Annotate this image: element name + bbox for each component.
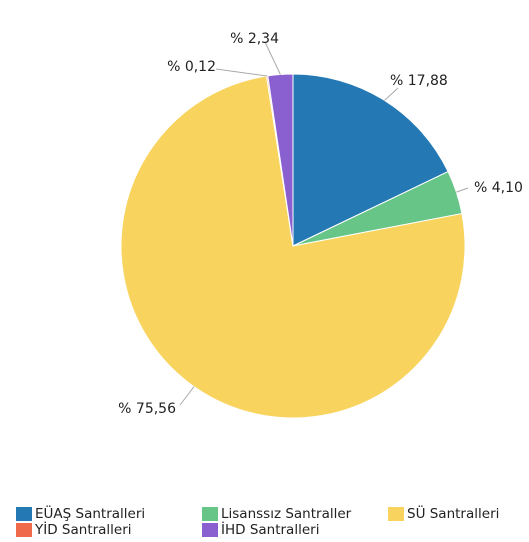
legend-swatch-su — [388, 507, 404, 521]
pie-slice-2[interactable] — [120, 75, 466, 419]
legend-label-ihd: İHD Santralleri — [221, 522, 320, 538]
legend-item-euas[interactable]: EÜAŞ Santralleri — [16, 506, 145, 522]
legend-item-ihd[interactable]: İHD Santralleri — [202, 522, 319, 538]
leader-line-2 — [179, 386, 195, 406]
slice-label-1: % 4,10 — [474, 180, 523, 196]
legend-label-lisanssiz: Lisanssız Santraller — [221, 506, 352, 522]
pie-chart: % 17,88 % 4,10 % 75,56 % 0,12 % 2,34 — [118, 31, 523, 419]
legend-swatch-ihd — [202, 523, 218, 537]
legend-label-su: SÜ Santralleri — [407, 506, 500, 522]
legend-swatch-yid — [16, 523, 32, 537]
legend-swatch-lisanssiz — [202, 507, 218, 521]
legend-item-lisanssiz[interactable]: Lisanssız Santraller — [202, 506, 351, 522]
legend-swatch-euas — [16, 507, 32, 521]
pie-slices — [120, 73, 466, 419]
legend-label-yid: YİD Santralleri — [35, 522, 132, 538]
leader-line-3 — [215, 68, 268, 77]
pie-labels: % 17,88 % 4,10 % 75,56 % 0,12 % 2,34 — [118, 31, 523, 417]
leader-line-0 — [384, 87, 399, 101]
leader-line-1 — [456, 187, 469, 193]
leader-line-4 — [264, 41, 281, 75]
pie-slice-0[interactable] — [292, 73, 449, 247]
slice-label-2: % 75,56 — [118, 401, 176, 417]
legend-item-su[interactable]: SÜ Santralleri — [388, 506, 499, 522]
legend-label-euas: EÜAŞ Santralleri — [35, 506, 146, 522]
slice-label-4: % 2,34 — [230, 31, 279, 47]
slice-label-0: % 17,88 — [390, 73, 448, 89]
slice-label-3: % 0,12 — [167, 59, 216, 75]
legend-item-yid[interactable]: YİD Santralleri — [16, 522, 132, 538]
